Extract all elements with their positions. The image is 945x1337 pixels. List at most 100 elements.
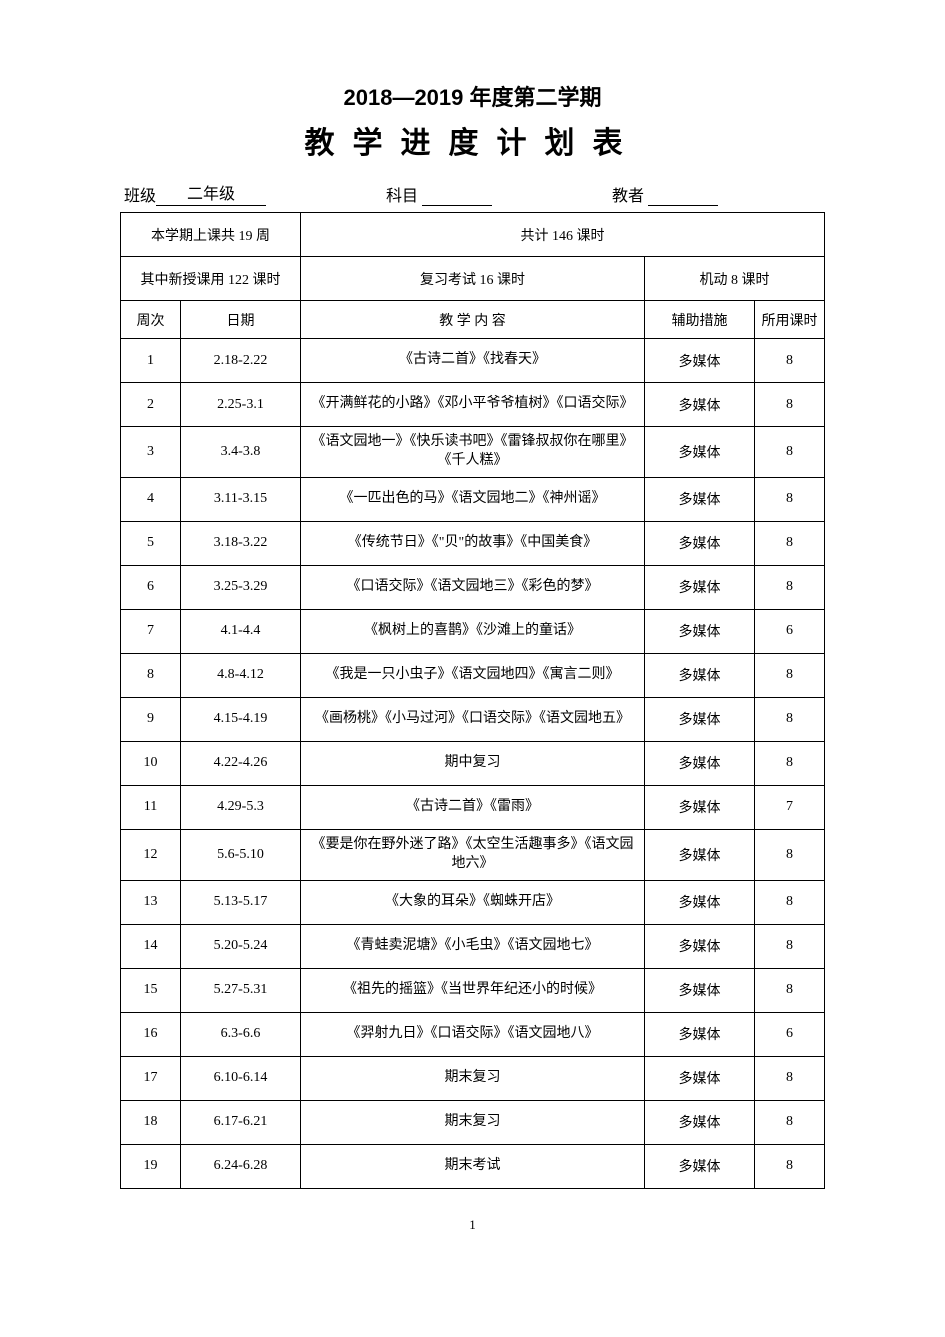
cell-hours: 8 (755, 697, 825, 741)
cell-aux: 多媒体 (645, 741, 755, 785)
table-row: 43.11-3.15《一匹出色的马》《语文园地二》《神州谣》多媒体8 (121, 477, 825, 521)
cell-week: 4 (121, 477, 181, 521)
cell-content: 《大象的耳朵》《蜘蛛开店》 (301, 880, 645, 924)
plan-table: 本学期上课共 19 周 共计 146 课时 其中新授课用 122 课时 复习考试… (120, 212, 825, 1189)
cell-week: 17 (121, 1056, 181, 1100)
class-value: 二年级 (156, 180, 266, 206)
class-label: 班级 (124, 182, 156, 206)
cell-hours: 8 (755, 1100, 825, 1144)
table-row: 166.3-6.6《羿射九日》《口语交际》《语文园地八》多媒体6 (121, 1012, 825, 1056)
title-year: 2018—2019 年度第二学期 (120, 80, 825, 112)
cell-hours: 6 (755, 609, 825, 653)
cell-hours: 8 (755, 565, 825, 609)
cell-hours: 8 (755, 968, 825, 1012)
page-number: 1 (120, 1217, 825, 1233)
cell-date: 6.10-6.14 (181, 1056, 301, 1100)
cell-content: 期末复习 (301, 1100, 645, 1144)
table-row: 63.25-3.29《口语交际》《语文园地三》《彩色的梦》多媒体8 (121, 565, 825, 609)
cell-aux: 多媒体 (645, 785, 755, 829)
cell-content: 《传统节日》《"贝"的故事》《中国美食》 (301, 521, 645, 565)
cell-content: 《古诗二首》《找春天》 (301, 339, 645, 383)
cell-aux: 多媒体 (645, 521, 755, 565)
cell-aux: 多媒体 (645, 383, 755, 427)
header-date: 日期 (181, 301, 301, 339)
cell-date: 3.25-3.29 (181, 565, 301, 609)
cell-content: 《口语交际》《语文园地三》《彩色的梦》 (301, 565, 645, 609)
table-row: 196.24-6.28期末考试多媒体8 (121, 1144, 825, 1188)
cell-content: 《羿射九日》《口语交际》《语文园地八》 (301, 1012, 645, 1056)
cell-week: 10 (121, 741, 181, 785)
cell-date: 5.20-5.24 (181, 924, 301, 968)
cell-hours: 8 (755, 880, 825, 924)
cell-week: 1 (121, 339, 181, 383)
cell-date: 2.25-3.1 (181, 383, 301, 427)
cell-aux: 多媒体 (645, 1012, 755, 1056)
cell-week: 15 (121, 968, 181, 1012)
cell-content: 期末复习 (301, 1056, 645, 1100)
cell-hours: 8 (755, 741, 825, 785)
info-row: 班级 二年级 科目 教者 (120, 180, 825, 206)
table-row: 135.13-5.17《大象的耳朵》《蜘蛛开店》多媒体8 (121, 880, 825, 924)
cell-hours: 8 (755, 1056, 825, 1100)
cell-hours: 8 (755, 339, 825, 383)
table-row: 94.15-4.19《画杨桃》《小马过河》《口语交际》《语文园地五》多媒体8 (121, 697, 825, 741)
cell-aux: 多媒体 (645, 477, 755, 521)
cell-aux: 多媒体 (645, 1144, 755, 1188)
cell-content: 期中复习 (301, 741, 645, 785)
cell-aux: 多媒体 (645, 924, 755, 968)
cell-content: 《语文园地一》《快乐读书吧》《雷锋叔叔你在哪里》《千人糕》 (301, 427, 645, 478)
cell-aux: 多媒体 (645, 829, 755, 880)
cell-content: 《画杨桃》《小马过河》《口语交际》《语文园地五》 (301, 697, 645, 741)
cell-date: 5.27-5.31 (181, 968, 301, 1012)
cell-aux: 多媒体 (645, 427, 755, 478)
cell-hours: 8 (755, 477, 825, 521)
cell-date: 5.6-5.10 (181, 829, 301, 880)
cell-aux: 多媒体 (645, 609, 755, 653)
table-row: 33.4-3.8《语文园地一》《快乐读书吧》《雷锋叔叔你在哪里》《千人糕》多媒体… (121, 427, 825, 478)
table-row: 114.29-5.3《古诗二首》《雷雨》多媒体7 (121, 785, 825, 829)
cell-week: 7 (121, 609, 181, 653)
cell-week: 6 (121, 565, 181, 609)
cell-hours: 8 (755, 653, 825, 697)
summary-flex-hours: 机动 8 课时 (645, 257, 825, 301)
teacher-value (648, 190, 718, 206)
cell-week: 16 (121, 1012, 181, 1056)
cell-week: 13 (121, 880, 181, 924)
cell-hours: 8 (755, 383, 825, 427)
cell-week: 19 (121, 1144, 181, 1188)
title-main: 教学进度计划表 (120, 118, 825, 162)
table-row: 176.10-6.14期末复习多媒体8 (121, 1056, 825, 1100)
cell-week: 14 (121, 924, 181, 968)
cell-aux: 多媒体 (645, 1056, 755, 1100)
table-row: 84.8-4.12《我是一只小虫子》《语文园地四》《寓言二则》多媒体8 (121, 653, 825, 697)
cell-hours: 8 (755, 1144, 825, 1188)
table-row: 155.27-5.31《祖先的摇篮》《当世界年纪还小的时候》多媒体8 (121, 968, 825, 1012)
cell-date: 2.18-2.22 (181, 339, 301, 383)
table-row: 125.6-5.10《要是你在野外迷了路》《太空生活趣事多》《语文园地六》多媒体… (121, 829, 825, 880)
subject-value (422, 190, 492, 206)
summary-new-hours: 其中新授课用 122 课时 (121, 257, 301, 301)
subject-label: 科目 (386, 182, 418, 206)
table-header-row: 周次 日期 教 学 内 容 辅助措施 所用课时 (121, 301, 825, 339)
cell-date: 4.8-4.12 (181, 653, 301, 697)
cell-content: 《要是你在野外迷了路》《太空生活趣事多》《语文园地六》 (301, 829, 645, 880)
cell-content: 《枫树上的喜鹊》《沙滩上的童话》 (301, 609, 645, 653)
cell-aux: 多媒体 (645, 1100, 755, 1144)
cell-date: 3.18-3.22 (181, 521, 301, 565)
document-page: 2018—2019 年度第二学期 教学进度计划表 班级 二年级 科目 教者 (0, 0, 945, 1273)
cell-date: 3.11-3.15 (181, 477, 301, 521)
table-row: 12.18-2.22《古诗二首》《找春天》多媒体8 (121, 339, 825, 383)
header-hours: 所用课时 (755, 301, 825, 339)
cell-content: 《青蛙卖泥塘》《小毛虫》《语文园地七》 (301, 924, 645, 968)
cell-content: 期末考试 (301, 1144, 645, 1188)
cell-hours: 8 (755, 924, 825, 968)
cell-date: 3.4-3.8 (181, 427, 301, 478)
table-row: 74.1-4.4《枫树上的喜鹊》《沙滩上的童话》多媒体6 (121, 609, 825, 653)
cell-content: 《祖先的摇篮》《当世界年纪还小的时候》 (301, 968, 645, 1012)
cell-aux: 多媒体 (645, 968, 755, 1012)
table-row: 53.18-3.22《传统节日》《"贝"的故事》《中国美食》多媒体8 (121, 521, 825, 565)
table-row: 104.22-4.26期中复习多媒体8 (121, 741, 825, 785)
cell-week: 3 (121, 427, 181, 478)
table-row: 186.17-6.21期末复习多媒体8 (121, 1100, 825, 1144)
cell-date: 4.29-5.3 (181, 785, 301, 829)
